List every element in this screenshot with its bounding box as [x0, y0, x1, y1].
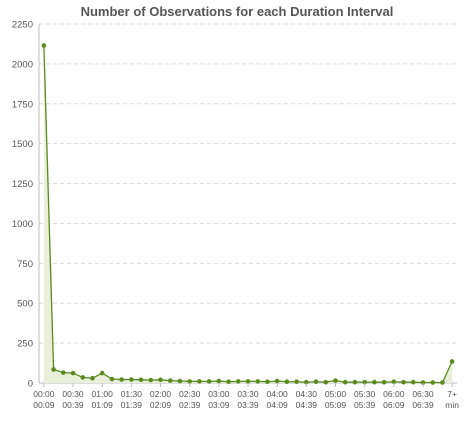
data-point: [235, 379, 241, 384]
x-tick-label: 04:30 04:39: [296, 389, 318, 410]
series-area: [43, 45, 453, 383]
data-point: [430, 380, 435, 385]
data-point: [187, 379, 192, 384]
data-point: [401, 379, 406, 385]
series-line: [43, 45, 453, 384]
data-point: [391, 379, 397, 385]
data-point: [265, 379, 270, 385]
data-point: [216, 378, 222, 384]
x-tick-label: 00:00 00:09: [33, 389, 55, 410]
data-point: [206, 379, 212, 384]
x-tick-label: 05:30 05:39: [354, 389, 376, 410]
x-tick-label: 04:00 04:09: [267, 389, 289, 410]
data-point: [70, 370, 76, 376]
x-tick-label: 05:00 05:09: [325, 389, 347, 410]
data-point: [158, 377, 163, 383]
y-tick-label: 2250: [12, 20, 33, 31]
data-point: [61, 370, 66, 375]
data-point: [255, 379, 261, 384]
data-point: [119, 377, 124, 382]
data-point: [284, 379, 290, 385]
x-tick-label: 02:00 02:09: [150, 389, 172, 410]
data-point: [41, 43, 47, 48]
y-tick-label: 1500: [12, 139, 33, 150]
x-tick-label: 03:30 03:39: [237, 389, 259, 410]
x-tick-label: 03:00 03:09: [208, 389, 230, 410]
data-point: [148, 377, 154, 383]
data-point: [80, 375, 86, 380]
data-point: [167, 378, 173, 383]
data-point: [245, 379, 251, 384]
x-tick-label: 00:30 00:39: [62, 389, 84, 410]
x-tick-label: 01:00 01:09: [92, 389, 114, 410]
data-point: [381, 379, 387, 385]
data-point: [333, 378, 338, 383]
x-tick-label: 7+ min: [445, 389, 459, 410]
data-point: [342, 379, 348, 385]
data-point: [372, 379, 377, 385]
x-tick-label: 06:30 06:39: [412, 389, 434, 410]
data-point: [197, 379, 202, 384]
data-point: [99, 370, 105, 376]
data-point: [274, 378, 280, 384]
y-tick-label: 1250: [12, 179, 33, 190]
y-tick-label: 1750: [12, 99, 33, 110]
data-point: [90, 375, 95, 381]
x-tick-label: 06:00 06:09: [383, 389, 405, 410]
y-tick-label: 750: [17, 259, 33, 270]
x-tick-label: 02:30 02:39: [179, 389, 201, 410]
data-point: [226, 379, 231, 385]
data-point: [294, 379, 299, 385]
chart-title: Number of Observations for each Duration…: [80, 4, 394, 19]
y-tick-label: 2000: [12, 59, 33, 70]
data-point: [109, 376, 115, 382]
data-point: [362, 379, 367, 385]
y-tick-label: 1000: [12, 219, 33, 230]
data-point: [440, 380, 445, 385]
data-point: [177, 378, 183, 384]
data-point: [304, 379, 309, 385]
data-point: [323, 379, 329, 385]
data-point: [129, 377, 134, 382]
data-point: [51, 367, 56, 372]
data-point: [313, 379, 319, 385]
data-point: [352, 379, 358, 385]
y-tick-label: 500: [17, 299, 33, 310]
data-point: [420, 380, 426, 385]
data-point: [138, 377, 144, 383]
y-tick-label: 0: [28, 379, 33, 390]
x-tick-label: 01:30 01:39: [121, 389, 143, 410]
data-point: [449, 359, 455, 364]
data-point: [410, 379, 416, 385]
y-tick-label: 250: [17, 339, 33, 350]
